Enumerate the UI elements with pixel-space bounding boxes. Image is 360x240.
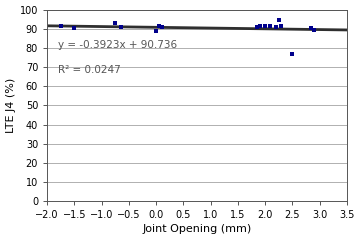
Point (58, 24, 64, 28)
Point (118, 25, 123, 29)
Point (112, 21, 118, 24)
Text: y = -0.3923x + 90.736: y = -0.3923x + 90.736 (58, 40, 177, 50)
Point (153, 29, 159, 33)
X-axis label: Joint Opening (mm): Joint Opening (mm) (142, 224, 252, 234)
Point (289, 52, 295, 56)
Point (279, 24, 284, 28)
Point (257, 24, 262, 28)
Point (276, 18, 282, 22)
Point (262, 24, 268, 28)
Point (159, 25, 165, 29)
Point (309, 26, 314, 30)
Point (311, 28, 317, 32)
Point (254, 25, 260, 29)
Point (72, 26, 77, 30)
Point (156, 24, 162, 28)
Y-axis label: LTE J4 (%): LTE J4 (%) (5, 78, 15, 133)
Point (267, 24, 273, 28)
Point (273, 25, 279, 29)
Text: R² = 0.0247: R² = 0.0247 (58, 65, 121, 75)
